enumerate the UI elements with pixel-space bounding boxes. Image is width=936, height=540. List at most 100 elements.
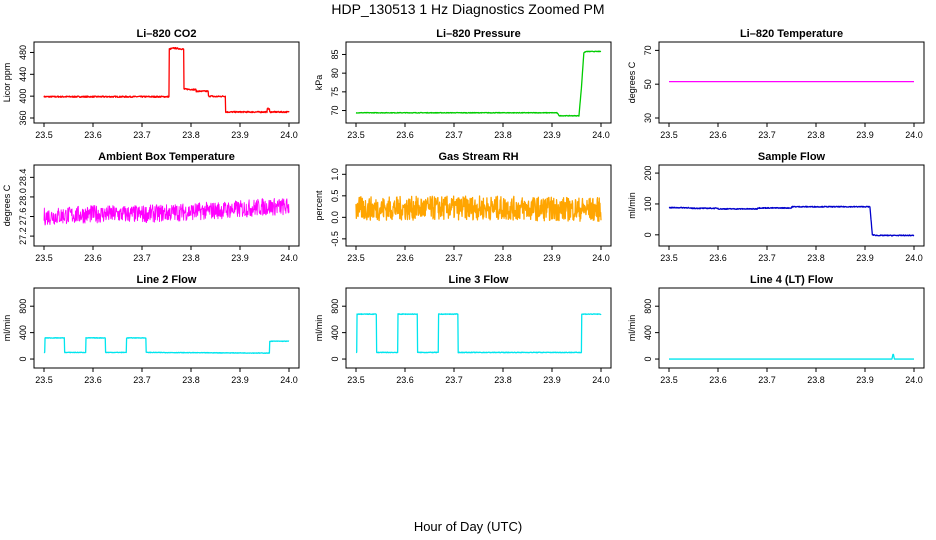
panel-8-xtick-label: 23.5 — [347, 375, 365, 385]
panel-7-xtick-label: 23.8 — [182, 375, 200, 385]
panel-6-xtick-label: 23.6 — [709, 253, 727, 263]
panel-5-xtick-label: 23.7 — [445, 253, 463, 263]
panel-2-frame — [345, 41, 612, 124]
panel-4-frame — [33, 164, 300, 247]
panel-5-ytick-label: 1.0 — [330, 168, 340, 181]
panel-6-title: Sample Flow — [758, 151, 826, 163]
panel-1-title: Li–820 CO2 — [137, 28, 197, 40]
panel-3-ylabel: degrees C — [627, 61, 637, 103]
panel-3: Li–820 Temperature degrees C 23.5 23.6 23.7 2… — [627, 28, 925, 140]
figure-xlabel: Hour of Day (UTC) — [414, 519, 522, 534]
panel-9-series-line — [669, 353, 914, 360]
panel-1-ytick-label: 400 — [18, 89, 28, 104]
panel-3-title: Li–820 Temperature — [740, 28, 843, 40]
panel-5-series-line — [355, 195, 602, 222]
panel-1-ylabel: Licor ppm — [2, 63, 12, 103]
panel-8-frame — [345, 287, 612, 369]
panel-4-xtick-label: 23.5 — [35, 253, 53, 263]
panel-6-ylabel: ml/min — [627, 192, 637, 219]
panel-6-xtick-label: 24.0 — [905, 253, 923, 263]
panel-9-xtick-label: 23.6 — [709, 375, 727, 385]
panel-8-title: Line 3 Flow — [449, 274, 509, 286]
panel-9-ytick-label: 0 — [643, 357, 653, 362]
panel-8-ytick-label: 400 — [330, 325, 340, 340]
panel-8-series-line — [355, 313, 602, 354]
panel-3-xtick-label: 23.8 — [807, 130, 825, 140]
panel-8: Line 3 Flow ml/min 23.5 23.6 23.7 23.8 23.9 24.… — [314, 274, 612, 385]
panel-9-xtick-label: 23.5 — [660, 375, 678, 385]
panel-3-xtick-label: 23.9 — [856, 130, 874, 140]
panel-5-xtick-label: 23.8 — [494, 253, 512, 263]
panel-6-ytick-label: 200 — [643, 166, 653, 181]
panel-8-xtick-label: 23.9 — [543, 375, 561, 385]
panel-7-series-line — [43, 336, 290, 354]
panel-3-ytick-label: 50 — [643, 79, 653, 89]
panel-7-xtick-label: 23.5 — [35, 375, 53, 385]
panel-4-ytick-label: 28.0 — [18, 188, 28, 206]
panel-2-title: Li–820 Pressure — [436, 28, 520, 40]
panel-7-title: Line 2 Flow — [137, 274, 197, 286]
panel-6-frame — [658, 164, 925, 247]
panel-1-ytick-label: 360 — [18, 110, 28, 125]
panel-5: Gas Stream RH percent 23.5 23.6 23.7 23.8 23.9… — [314, 151, 612, 263]
panel-7-xtick-label: 23.9 — [231, 375, 249, 385]
panel-3-ytick-label: 70 — [643, 45, 653, 55]
panel-6-ytick-label: 0 — [643, 232, 653, 237]
panel-4-xtick-label: 23.9 — [231, 253, 249, 263]
panel-3-xtick-label: 23.7 — [758, 130, 776, 140]
panel-4-title: Ambient Box Temperature — [98, 151, 235, 163]
panel-1-xtick-label: 23.8 — [182, 130, 200, 140]
panel-2-ytick-label: 80 — [330, 68, 340, 78]
panel-7-ytick-label: 0 — [18, 357, 28, 362]
panel-7-xtick-label: 23.6 — [84, 375, 102, 385]
panel-2-xtick-label: 24.0 — [592, 130, 610, 140]
panel-2-ytick-label: 85 — [330, 49, 340, 59]
panel-5-ytick-label: 0.5 — [330, 190, 340, 203]
panel-4-ytick-label: 27.6 — [18, 208, 28, 226]
panel-7: Line 2 Flow ml/min 23.5 23.6 23.7 23.8 23.9 24.… — [2, 274, 300, 385]
panel-4: Ambient Box Temperature degrees C 23.5 23.6… — [2, 151, 300, 263]
panel-2-xtick-label: 23.7 — [445, 130, 463, 140]
panel-5-ylabel: percent — [314, 190, 324, 221]
panel-9-ylabel: ml/min — [627, 315, 637, 342]
panel-2-ytick-label: 70 — [330, 106, 340, 116]
figure-title: HDP_130513 1 Hz Diagnostics Zoomed PM — [331, 1, 604, 17]
panel-3-xtick-label: 23.6 — [709, 130, 727, 140]
panel-9-frame — [658, 287, 925, 369]
panel-2-xtick-label: 23.9 — [543, 130, 561, 140]
panel-9-xtick-label: 24.0 — [905, 375, 923, 385]
panel-1-xtick-label: 24.0 — [280, 130, 298, 140]
panel-6-xtick-label: 23.9 — [856, 253, 874, 263]
panel-9-xtick-label: 23.9 — [856, 375, 874, 385]
panel-1-series-line — [43, 47, 290, 114]
panel-7-ytick-label: 400 — [18, 325, 28, 340]
panel-1-frame — [33, 41, 300, 124]
panel-9: Line 4 (LT) Flow ml/min 23.5 23.6 23.7 23.8 23… — [627, 274, 925, 385]
panel-1-xtick-label: 23.7 — [133, 130, 151, 140]
panel-5-xtick-label: 23.6 — [396, 253, 414, 263]
panel-7-ytick-label: 800 — [18, 299, 28, 314]
panel-7-ylabel: ml/min — [2, 315, 12, 342]
panel-4-ylabel: degrees C — [2, 184, 12, 226]
panel-4-ytick-label: 28.4 — [18, 169, 28, 187]
panel-3-xtick-label: 24.0 — [905, 130, 923, 140]
panel-5-ytick-label: -0.5 — [330, 231, 340, 247]
panel-2: Li–820 Pressure kPa 23.5 23.6 23.7 23.8 23.9 24… — [314, 28, 612, 140]
panel-6-series-line — [668, 205, 915, 237]
panel-4-xtick-label: 23.8 — [182, 253, 200, 263]
panel-7-xtick-label: 24.0 — [280, 375, 298, 385]
panel-4-ytick-label: 27.2 — [18, 227, 28, 245]
panel-9-ytick-label: 800 — [643, 299, 653, 314]
panel-7-frame — [33, 287, 300, 369]
panel-6-xtick-label: 23.8 — [807, 253, 825, 263]
panel-3-xtick-label: 23.5 — [660, 130, 678, 140]
panel-1-xtick-label: 23.5 — [35, 130, 53, 140]
panel-9-xtick-label: 23.8 — [807, 375, 825, 385]
panel-5-xtick-label: 23.9 — [543, 253, 561, 263]
panel-9-ytick-label: 400 — [643, 325, 653, 340]
panel-6-xtick-label: 23.7 — [758, 253, 776, 263]
panel-4-xtick-label: 24.0 — [280, 253, 298, 263]
panel-8-xtick-label: 23.6 — [396, 375, 414, 385]
panel-5-frame — [345, 164, 612, 247]
